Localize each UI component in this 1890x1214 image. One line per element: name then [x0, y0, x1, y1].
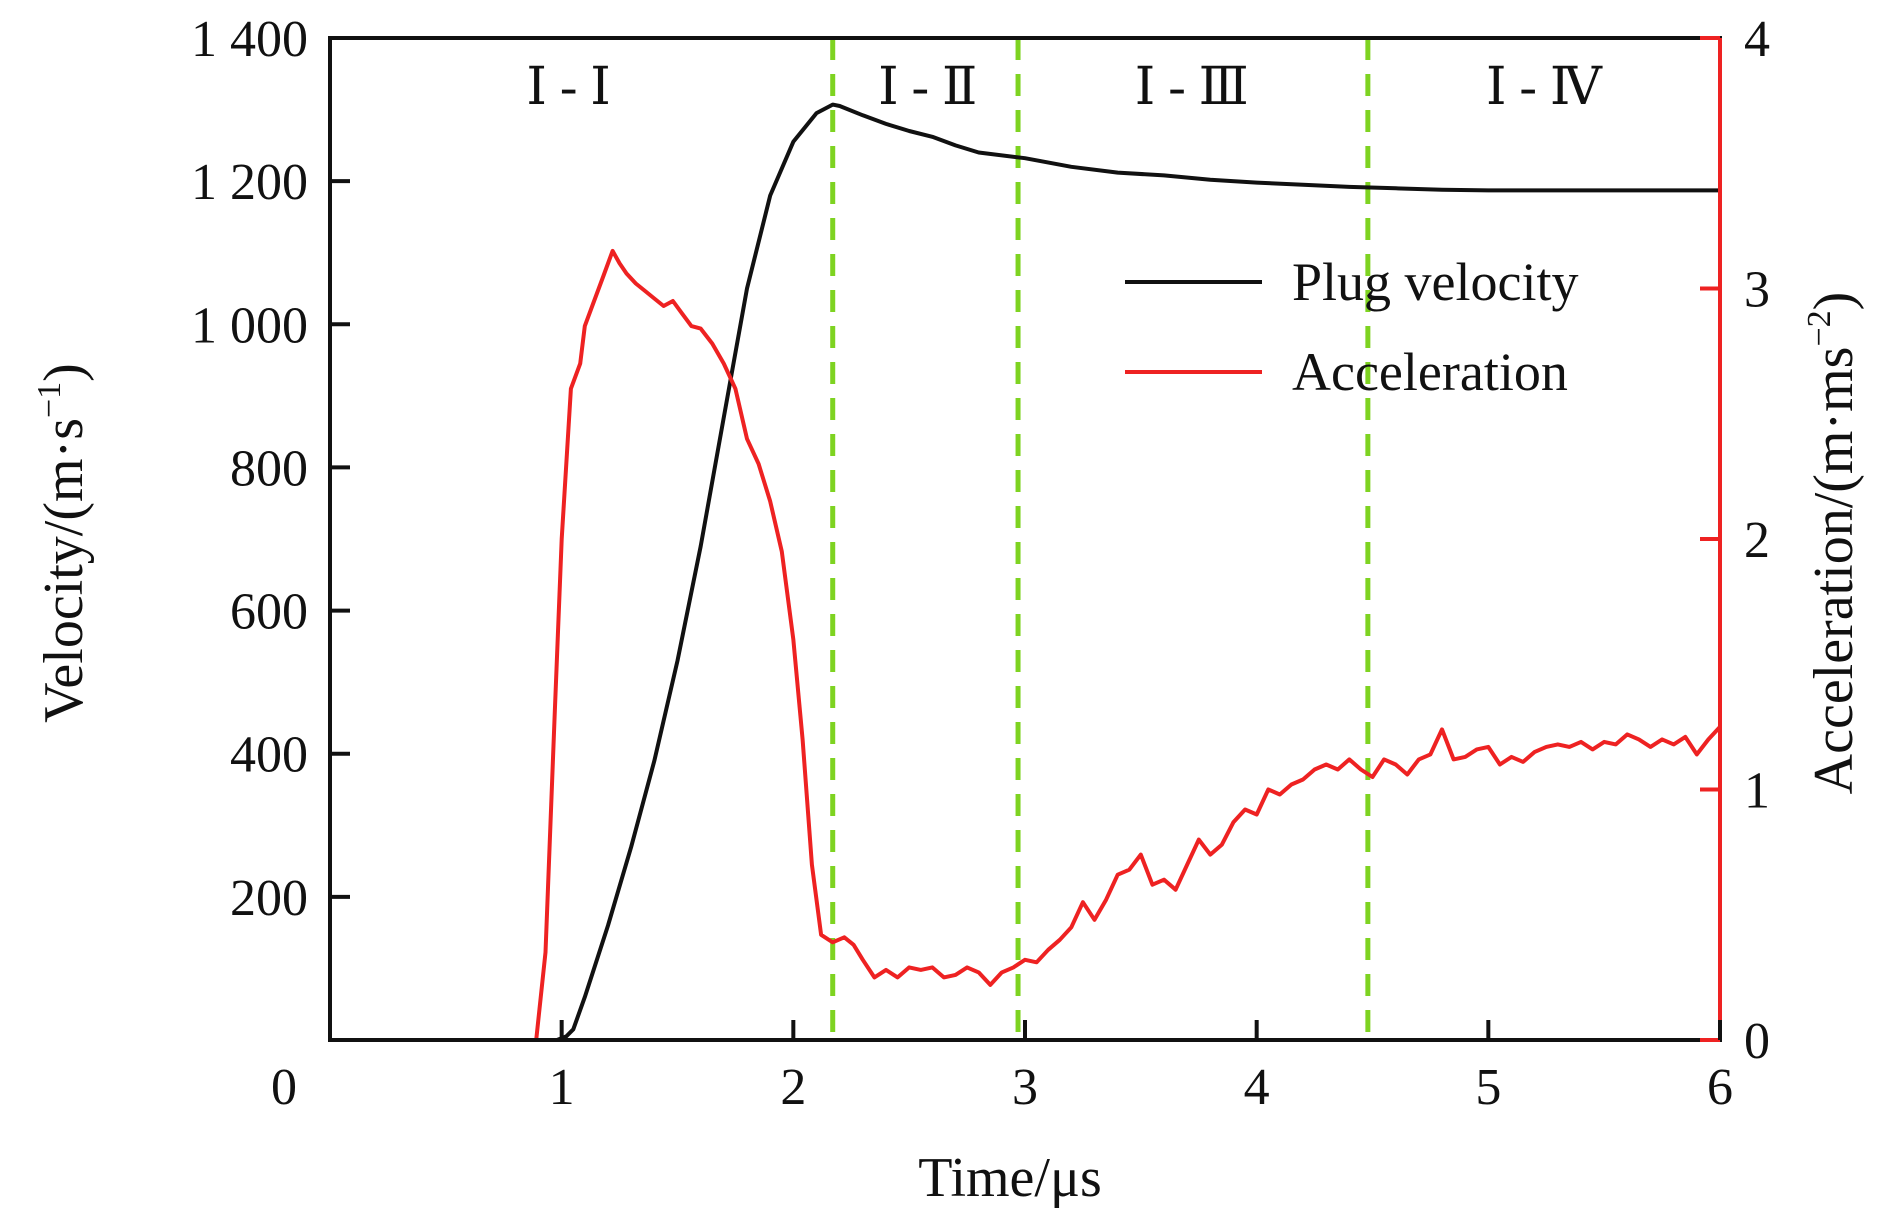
left-tick-label: 200 [230, 870, 308, 927]
right-y-axis-title: Acceleration/(m·ms−2) [1801, 292, 1865, 795]
left-tick-label: 800 [230, 440, 308, 497]
right-tick-label: 2 [1744, 512, 1770, 569]
legend-label-plug-velocity: Plug velocity [1292, 252, 1578, 312]
legend: Plug velocity Acceleration [1125, 252, 1578, 402]
phase-label: Ⅰ - Ⅰ [526, 59, 610, 116]
x-tick-label: 2 [780, 1059, 806, 1116]
x-tick-label: 3 [1012, 1059, 1038, 1116]
right-tick-label: 3 [1744, 262, 1770, 319]
plot-content [330, 38, 1722, 1042]
right-tick-label: 1 [1744, 763, 1770, 820]
left-tick-label: 1 200 [191, 154, 308, 211]
right-y-axis-title-close: ) [1803, 292, 1865, 311]
phase-label: Ⅰ - Ⅱ [878, 59, 977, 116]
phase-labels: Ⅰ - Ⅰ Ⅰ - Ⅱ Ⅰ - Ⅲ Ⅰ - Ⅳ [526, 59, 1602, 116]
series-line-plug-velocity [330, 102, 1720, 1042]
left-tick-label: 600 [230, 584, 308, 641]
phase-label: Ⅰ - Ⅲ [1135, 59, 1249, 116]
x-tick-label: 6 [1707, 1059, 1733, 1116]
x-axis-ticks: 0 1 2 3 4 5 6 [271, 1020, 1733, 1116]
right-y-axis-title-main: Acceleration/(m·ms [1803, 347, 1865, 795]
x-tick-label: 5 [1475, 1059, 1501, 1116]
left-axis-ticks: 200 400 600 800 1 000 1 200 1 400 [191, 11, 350, 927]
left-tick-label: 1 400 [191, 11, 308, 68]
legend-label-acceleration: Acceleration [1292, 342, 1568, 402]
left-tick-label: 400 [230, 727, 308, 784]
series-line-acceleration [330, 248, 1722, 1042]
right-y-axis-title-superscript: −2 [1801, 310, 1838, 346]
x-tick-label: 4 [1244, 1059, 1270, 1116]
plot-frame [328, 36, 1722, 1042]
left-tick-label: 1 000 [191, 297, 308, 354]
phase-label: Ⅰ - Ⅳ [1486, 59, 1603, 116]
x-tick-label: 0 [271, 1059, 297, 1116]
x-tick-label: 1 [549, 1059, 575, 1116]
y-axis-title: Velocity/(m·s−1) [31, 363, 95, 723]
y-axis-title-main: Velocity/(m·s [33, 418, 95, 723]
y-axis-title-close: ) [33, 363, 95, 382]
x-axis-title: Time/μs [918, 1147, 1102, 1209]
right-tick-label: 0 [1744, 1013, 1770, 1070]
y-axis-title-superscript: −1 [31, 382, 68, 418]
right-tick-label: 4 [1744, 11, 1770, 68]
right-axis-ticks: 0 1 2 3 4 [1700, 11, 1770, 1070]
